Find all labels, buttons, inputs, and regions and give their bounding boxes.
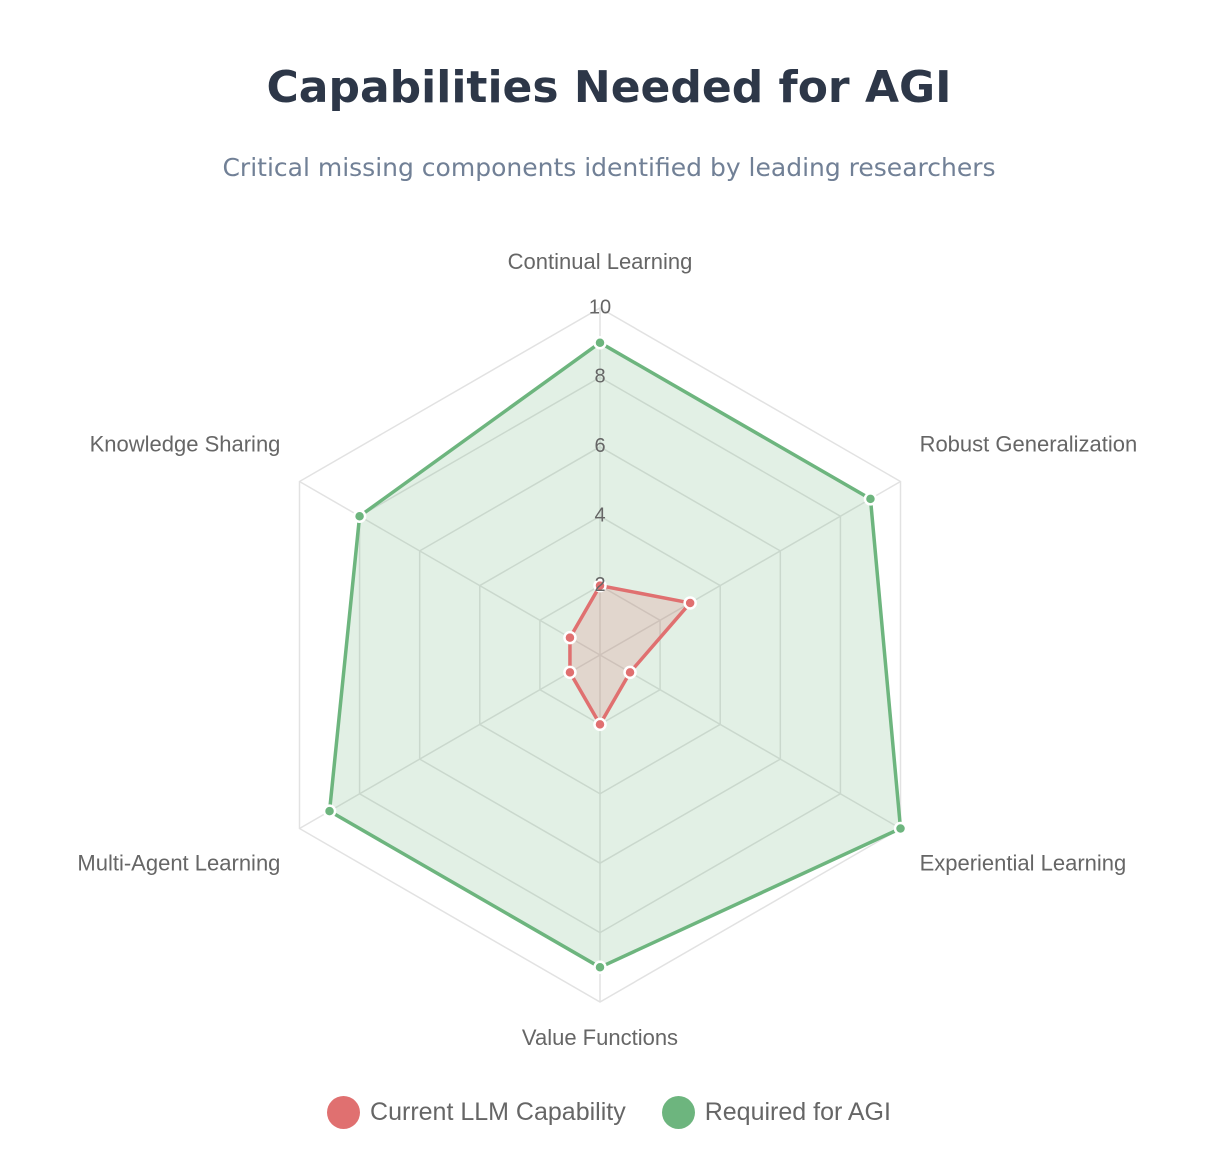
legend-label-required: Required for AGI [704,1098,891,1126]
chart-title: Capabilities Needed for AGI [266,62,952,113]
legend-item-current[interactable]: Current LLM Capability [327,1096,626,1129]
data-point-required-for-agi-4[interactable] [322,804,337,818]
data-point-current-llm-capability-4[interactable] [563,665,577,680]
data-point-current-llm-capability-1[interactable] [683,596,697,610]
data-point-current-llm-capability-3[interactable] [593,717,607,732]
tick-label-4: 4 [594,504,605,526]
data-point-required-for-agi-3[interactable] [593,960,607,975]
axis-label-experiential-learning: Experiential Learning [920,850,1127,875]
axis-label-robust-generalization: Robust Generalization [920,431,1138,456]
axis-label-value-functions: Value Functions [522,1025,678,1050]
tick-label-2: 2 [594,574,605,596]
grid-spoke-2 [599,654,901,830]
axis-label-knowledge-sharing: Knowledge Sharing [90,431,281,456]
legend-label-current: Current LLM Capability [370,1098,626,1126]
data-point-required-for-agi-2[interactable] [893,821,908,836]
grid-spoke-1 [599,480,901,656]
data-point-required-for-agi-5[interactable] [352,509,367,523]
legend-swatch-current [327,1096,361,1129]
chart-subtitle: Critical missing components identified b… [222,153,996,182]
axis-label-multi-agent-learning: Multi-Agent Learning [77,850,280,875]
tick-layer: 2 4 6 8 10 [589,296,611,596]
data-point-current-llm-capability-0[interactable] [593,578,607,593]
data-point-current-llm-capability-2[interactable] [623,665,637,680]
data-point-required-for-agi-0[interactable] [593,335,607,350]
grid-spoke-5 [299,480,601,656]
legend: Current LLM Capability Required for AGI [0,1096,1218,1129]
axis-label-continual-learning: Continual Learning [508,249,693,274]
tick-label-8: 8 [594,366,605,388]
tick-label-6: 6 [594,435,605,457]
data-point-required-for-agi-1[interactable] [863,492,878,506]
legend-item-required[interactable]: Required for AGI [661,1096,891,1129]
radar-chart: 2 4 6 8 10 Continual Learning Robust Generali… [77,249,1137,1050]
grid-spoke-4 [299,654,601,830]
data-point-current-llm-capability-5[interactable] [563,630,577,645]
tick-label-10: 10 [589,296,611,318]
series-layer [322,335,908,975]
legend-swatch-required [661,1096,695,1129]
label-layer: Continual Learning Robust Generalization E… [77,249,1137,1050]
